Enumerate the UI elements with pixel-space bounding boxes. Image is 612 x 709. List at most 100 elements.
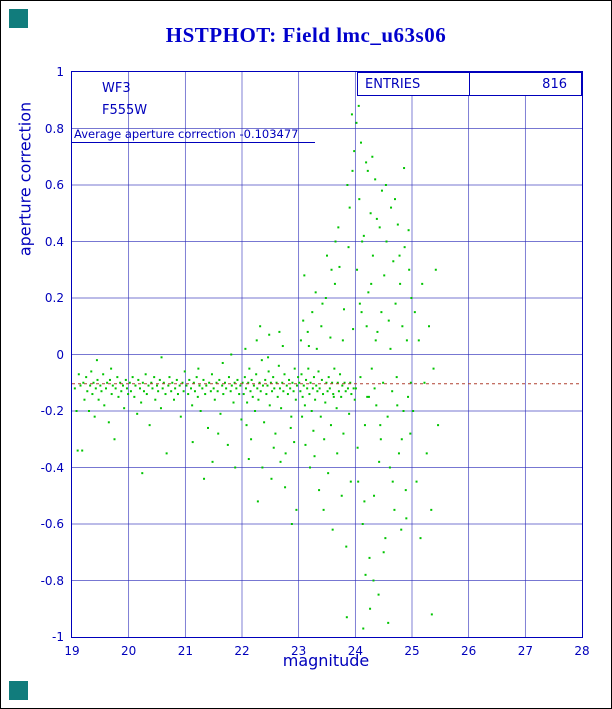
scatter-point [385,240,388,243]
scatter-point [302,384,305,387]
scatter-point [387,621,390,624]
scatter-point [382,381,385,384]
scatter-point [343,381,346,384]
x-tick-label: 26 [461,644,477,658]
scatter-point [327,472,330,475]
scatter-point [268,404,271,407]
scatter-point [137,378,140,381]
scatter-point [391,390,394,393]
scatter-point [160,356,163,359]
scatter-point [174,387,177,390]
scatter-point [110,367,113,370]
scatter-point [397,452,400,455]
scatter-point [332,395,335,398]
scatter-point [380,189,383,192]
scatter-point [378,226,381,229]
scatter-point [81,449,84,452]
scatter-point [356,446,359,449]
x-tick-label: 27 [517,644,533,658]
scatter-point [261,384,264,387]
scatter-point [198,384,201,387]
scatter-point [403,167,406,170]
scatter-point [125,387,128,390]
scatter-point [103,404,106,407]
scatter-point [297,376,300,379]
scatter-point [190,387,192,390]
scatter-point [96,378,99,381]
scatter-point [221,361,224,364]
scatter-point [387,319,390,322]
scatter-point [395,376,398,379]
scatter-point [357,480,360,483]
scatter-point [150,381,153,384]
scatter-point [393,508,396,511]
scatter-point [361,240,364,243]
scatter-point [314,291,317,294]
scatter-point [196,395,199,398]
scatter-point [245,424,248,427]
scatter-point [349,480,352,483]
scatter-point [188,378,191,381]
scatter-point [337,226,340,229]
scatter-point [267,356,270,359]
scatter-point [400,528,403,531]
x-tick-label: 28 [574,644,590,658]
scatter-point [260,359,263,362]
scatter-point [120,390,123,393]
scatter-point [158,378,161,381]
scatter-point [102,373,105,376]
scatter-point [94,387,97,390]
scatter-point [333,367,336,370]
scatter-point [271,390,274,393]
scatter-point [212,387,215,390]
scatter-point [133,395,136,398]
scatter-point [275,381,278,384]
scatter-point [207,426,209,429]
scatter-point [369,212,372,215]
y-tick-label: 1 [56,65,64,79]
scatter-point [315,347,318,350]
scatter-point [141,472,144,475]
scatter-point [197,367,200,370]
scatter-point [331,381,334,384]
scatter-point [360,141,362,144]
scatter-point [396,404,399,407]
scatter-point [224,381,226,384]
scatter-point [203,477,206,480]
scatter-point [216,390,219,393]
scatter-point [300,373,303,376]
scatter-point [295,384,298,387]
scatter-point [332,393,335,396]
scatter-point [247,458,250,461]
scatter-point [358,302,361,305]
scatter-point [346,184,349,186]
scatter-point [290,415,293,418]
scatter-point [342,432,345,435]
scatter-point [351,169,354,172]
scatter-point [356,268,359,271]
scatter-point [326,390,329,393]
scatter-point [384,537,387,540]
scatter-point [437,424,440,427]
scatter-point [270,477,273,480]
scatter-point [75,410,78,412]
scatter-point [244,347,247,350]
scatter-point [368,556,371,559]
scatter-point [314,398,317,401]
scatter-point [400,438,403,441]
x-tick-label: 21 [177,644,193,658]
scatter-point [380,311,383,314]
scatter-point [357,104,360,107]
scatter-point [209,390,212,393]
scatter-point [402,410,405,412]
scatter-point [413,311,416,314]
scatter-point [204,393,207,396]
scatter-point [343,308,345,311]
scatter-point [350,393,353,396]
scatter-point [162,381,165,384]
scatter-point [255,339,258,342]
scatter-point [307,367,310,370]
scatter-point [373,387,376,390]
scatter-point [394,198,396,201]
scatter-point [219,412,222,415]
